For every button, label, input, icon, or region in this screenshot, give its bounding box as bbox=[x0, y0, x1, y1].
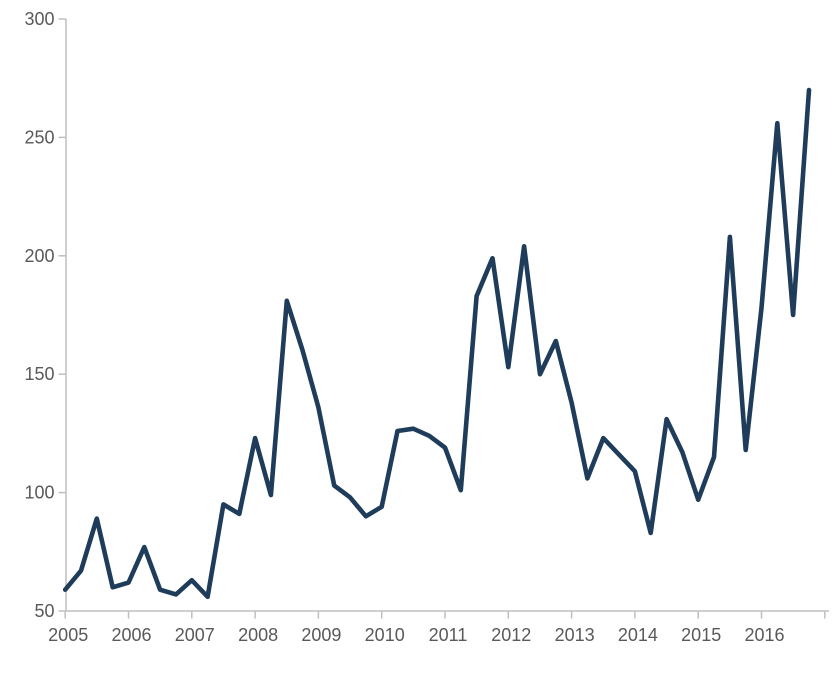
x-axis-tick-label: 2010 bbox=[365, 625, 405, 645]
axes bbox=[58, 18, 829, 619]
y-axis-tick-label: 150 bbox=[24, 364, 54, 384]
x-axis-tick-label: 2008 bbox=[238, 625, 278, 645]
y-axis-tick-label: 250 bbox=[24, 127, 54, 147]
x-axis-tick-label: 2015 bbox=[681, 625, 721, 645]
axis-labels: 50 100 150 200 250 300 2005 2006 2007 2008 2009 201… bbox=[24, 9, 784, 645]
x-axis-tick-label: 2011 bbox=[429, 625, 468, 645]
y-axis-tick-label: 200 bbox=[24, 246, 54, 266]
x-axis-tick-label: 2014 bbox=[618, 625, 658, 645]
x-axis-tick-label: 2012 bbox=[491, 625, 531, 645]
x-axis-tick-label: 2006 bbox=[111, 625, 151, 645]
x-axis-tick-label: 2009 bbox=[301, 625, 341, 645]
data-series-line bbox=[62, 87, 812, 600]
y-axis-tick-label: 100 bbox=[24, 483, 54, 503]
y-axis-tick-label: 50 bbox=[34, 601, 54, 621]
x-axis-tick-label: 2005 bbox=[48, 625, 88, 645]
x-axis-tick-label: 2007 bbox=[175, 625, 215, 645]
data-series bbox=[62, 87, 812, 600]
x-axis-tick-label: 2013 bbox=[555, 625, 595, 645]
y-axis-tick-label: 300 bbox=[24, 9, 54, 29]
x-axis-tick-label: 2016 bbox=[744, 625, 784, 645]
